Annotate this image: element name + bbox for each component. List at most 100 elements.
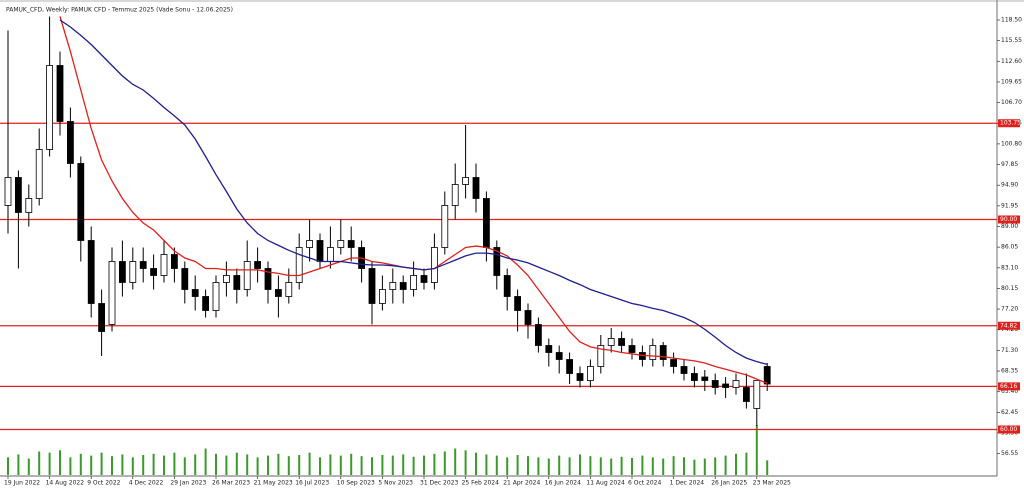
volume-bar — [620, 456, 623, 475]
candle-body — [680, 366, 688, 374]
volume-bar — [724, 455, 727, 475]
candle-body — [35, 149, 43, 199]
volume-bar — [246, 454, 249, 475]
volume-bar — [402, 454, 405, 475]
volume-bar — [485, 454, 488, 475]
volume-bar — [651, 457, 654, 475]
candle-body — [222, 275, 230, 283]
volume-bar — [329, 454, 332, 475]
volume-bar — [163, 455, 165, 475]
candle-body — [337, 240, 345, 248]
candle-body — [607, 338, 615, 346]
candle-body — [170, 254, 178, 269]
volume-bar — [111, 456, 113, 475]
volume-bar — [38, 451, 41, 475]
candle-body — [451, 184, 459, 206]
candle-body — [212, 282, 220, 311]
candle-body — [119, 261, 126, 283]
candle-body — [316, 240, 324, 262]
volume-bar — [79, 453, 82, 475]
volume-bar — [371, 457, 373, 475]
candle-body — [56, 65, 64, 122]
volume-bar — [277, 453, 280, 475]
candle-body — [191, 289, 199, 297]
y-tick-label: 91.95 — [1001, 202, 1018, 209]
volume-bar — [215, 453, 217, 475]
volume-bar — [69, 457, 72, 475]
volume-bar — [391, 455, 394, 475]
candle-body — [670, 359, 677, 367]
volume-bar — [589, 456, 592, 475]
candle-body — [701, 376, 709, 381]
x-tick-label: 19 Jun 2022 — [4, 480, 40, 487]
x-tick-label: 21 May 2023 — [254, 480, 293, 487]
candle-body — [649, 345, 657, 360]
candle-body — [462, 177, 470, 185]
candle-body — [659, 345, 667, 360]
candle-body — [535, 324, 542, 346]
level-label-box — [998, 382, 1020, 391]
volume-bar — [308, 452, 311, 475]
x-tick-label: 26 Mar 2023 — [212, 480, 250, 487]
volume-bar — [735, 453, 737, 475]
candle-body — [587, 366, 594, 381]
volume-bar — [360, 456, 363, 475]
candle-body — [430, 247, 438, 283]
level-label-box — [998, 321, 1020, 330]
volume-bar — [672, 456, 675, 475]
level-label: 66.16 — [1000, 383, 1017, 390]
volume-bar — [714, 457, 717, 475]
x-tick-label: 11 Aug 2024 — [586, 480, 625, 487]
volume-bar — [537, 457, 540, 475]
volume-bar — [516, 455, 519, 475]
candle-body — [420, 275, 428, 283]
volume-bar — [703, 458, 706, 475]
volume-bar — [558, 455, 561, 475]
volume-bar — [59, 450, 61, 475]
y-tick-label: 86.05 — [1001, 244, 1018, 251]
volume-bar — [121, 454, 124, 475]
candle-body — [347, 240, 355, 248]
candle-body — [555, 352, 563, 360]
x-tick-label: 16 Jul 2023 — [295, 480, 329, 487]
candle-body — [566, 359, 573, 374]
y-tick-label: 77.20 — [1001, 306, 1018, 313]
x-tick-label: 31 Dec 2023 — [420, 480, 459, 487]
volume-bar — [412, 456, 415, 475]
candle-body — [753, 380, 761, 409]
candle-body — [378, 289, 386, 304]
candle-body — [410, 275, 418, 290]
candle-body — [129, 261, 137, 283]
y-tick-label: 80.15 — [1001, 285, 1018, 292]
volume-bar — [7, 457, 9, 475]
chart-title: PAMUK_CFD, Weekly: PAMUK CFD - Temmuz 20… — [6, 7, 233, 14]
volume-bar — [464, 450, 467, 475]
volume-bar — [745, 452, 748, 475]
volume-bar — [599, 457, 602, 475]
candle-body — [524, 310, 532, 325]
candle-body — [503, 275, 511, 297]
volume-bar — [527, 456, 529, 475]
volume-bar — [381, 455, 384, 475]
volume-bar — [256, 457, 259, 475]
y-tick-label: 118.50 — [1001, 16, 1022, 23]
volume-bar — [204, 448, 207, 475]
x-tick-label: 16 Jun 2024 — [545, 480, 581, 487]
y-tick-label: 83.10 — [1001, 264, 1018, 271]
volume-bar — [194, 454, 197, 475]
volume-bar — [152, 453, 155, 475]
x-tick-label: 25 Feb 2024 — [462, 480, 500, 487]
x-tick-label: 26 Jan 2025 — [711, 480, 747, 487]
y-tick-label: 62.45 — [1001, 409, 1018, 416]
candle-body — [691, 373, 698, 381]
candle-body — [763, 366, 771, 385]
volume-bar — [641, 455, 644, 475]
x-tick-label: 5 Nov 2023 — [378, 480, 413, 487]
candle-body — [67, 121, 74, 164]
volume-bar — [17, 454, 20, 475]
candle-body — [181, 268, 189, 290]
volume-bar — [766, 460, 769, 475]
candle-body — [202, 296, 210, 311]
candle-body — [233, 275, 241, 290]
